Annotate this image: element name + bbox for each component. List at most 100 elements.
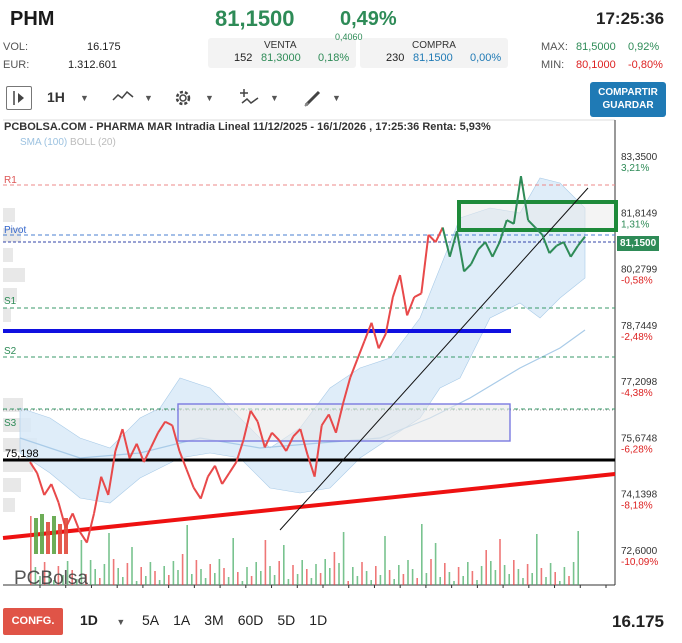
indicators-icon[interactable] <box>238 87 260 109</box>
venta-qty: 152 <box>234 52 253 64</box>
volume-bar <box>108 533 110 585</box>
period-caret-icon: ▼ <box>116 617 126 627</box>
config-button[interactable]: CONFG. <box>3 608 63 635</box>
y-tick-label: 72,6000 <box>621 546 658 557</box>
drawing-caret-icon[interactable]: ▼ <box>332 93 341 103</box>
y-tick-label: 83,3500 <box>621 152 658 163</box>
volume-bar <box>30 516 32 585</box>
price-line <box>29 175 586 544</box>
price-segment <box>242 410 252 441</box>
range-button-3m[interactable]: 3M <box>204 612 224 628</box>
volume-bar <box>545 577 547 585</box>
price-segment <box>199 476 209 499</box>
drawing-tool-icon[interactable] <box>302 87 324 109</box>
price-segment <box>36 472 46 496</box>
gear-icon[interactable] <box>172 87 194 109</box>
volume-bar <box>471 571 474 585</box>
range-button-5d[interactable]: 5D <box>277 612 296 628</box>
price-segment <box>228 461 238 474</box>
interval-caret-icon[interactable]: ▼ <box>80 93 89 103</box>
volume-bar <box>39 576 41 585</box>
price-segment <box>256 421 266 448</box>
y-tick-percent: -6,28% <box>621 444 653 455</box>
volume-bar <box>347 581 349 585</box>
y-tick-label: 80,2799 <box>621 265 658 276</box>
price-segment <box>484 241 494 258</box>
volume-bar <box>457 567 460 585</box>
volume-bar <box>480 566 483 585</box>
volume-bar <box>517 569 520 585</box>
volume-bar <box>434 543 437 585</box>
y-tick-percent: 3,21% <box>621 163 649 174</box>
consolidation-zone <box>177 403 511 442</box>
price-segment <box>214 465 224 485</box>
chart-type-caret-icon[interactable]: ▼ <box>144 93 153 103</box>
y-tick-percent: -2,48% <box>621 332 653 343</box>
volume-bar <box>296 574 299 585</box>
price-segment <box>441 227 451 258</box>
indicators-caret-icon[interactable]: ▼ <box>270 93 279 103</box>
interval-select[interactable]: 1H <box>47 89 65 105</box>
volume-bar <box>237 572 239 585</box>
volume-bar <box>310 578 313 585</box>
price-segment <box>157 421 167 434</box>
volume-bar <box>204 578 207 585</box>
price-segment <box>342 377 352 404</box>
volume-bar <box>453 581 455 585</box>
price-segment <box>455 230 466 272</box>
volume-bar <box>283 545 285 585</box>
volume-bar <box>76 579 78 585</box>
volume-bar <box>393 579 395 585</box>
period-select[interactable]: 1D ▼ <box>80 612 125 630</box>
red-trend-line <box>2 472 616 540</box>
range-button-1d[interactable]: 1D <box>309 612 328 628</box>
volume-bar <box>338 563 340 585</box>
price-segment <box>100 476 110 496</box>
compra-pct: 0,00% <box>470 52 502 64</box>
volume-bar <box>154 571 156 585</box>
settings-caret-icon[interactable]: ▼ <box>205 93 214 103</box>
volume-bar <box>145 576 147 585</box>
volume-bar <box>462 576 464 585</box>
volume-bar <box>549 563 552 585</box>
volume-bar <box>536 534 538 585</box>
price-segment <box>178 450 188 470</box>
share-save-button[interactable]: COMPARTIR GUARDAR <box>590 82 666 117</box>
volume-bar <box>540 568 543 585</box>
r1-label: R1 <box>4 175 17 186</box>
panel-toggle-button[interactable] <box>6 86 32 110</box>
price-segment <box>498 219 508 243</box>
volume-bar <box>269 566 271 585</box>
volume-bar <box>559 581 561 585</box>
price-segment <box>320 413 330 426</box>
black-trend-line <box>279 187 589 531</box>
range-button-60d[interactable]: 60D <box>237 612 264 628</box>
support-value-label: 75,198 <box>5 448 39 460</box>
volume-bar <box>430 559 432 585</box>
volume-bar <box>200 569 202 585</box>
price-segment <box>71 512 81 533</box>
chart-title: PCBOLSA.COM - PHARMA MAR Intradia Lineal… <box>4 121 491 133</box>
volume-bar <box>499 539 501 585</box>
venta-pct: 0,18% <box>318 52 350 64</box>
range-button-5a[interactable]: 5A <box>142 612 160 628</box>
price-segment <box>577 236 586 247</box>
line-chart-type-icon[interactable] <box>112 88 134 106</box>
price-segment <box>128 443 138 459</box>
price-segment <box>50 483 60 503</box>
volume-bar <box>89 560 92 585</box>
y-tick-label: 75,6748 <box>621 433 658 444</box>
volume-bar <box>122 577 124 585</box>
s2-label: S2 <box>4 346 17 357</box>
price-segment <box>278 439 287 452</box>
volume-bar <box>99 578 101 585</box>
range-button-1a[interactable]: 1A <box>173 612 191 628</box>
volume-bar <box>365 571 368 585</box>
volume-bar <box>444 563 446 585</box>
resistance-zone <box>457 200 618 232</box>
period-value: 1D <box>80 612 98 628</box>
volume-bar <box>398 565 400 585</box>
volume-bar <box>255 562 257 585</box>
volume-bar <box>223 568 225 585</box>
